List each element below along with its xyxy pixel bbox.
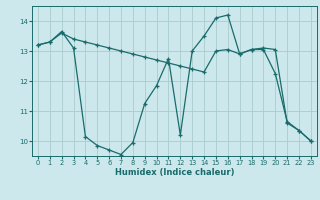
X-axis label: Humidex (Indice chaleur): Humidex (Indice chaleur)	[115, 168, 234, 177]
